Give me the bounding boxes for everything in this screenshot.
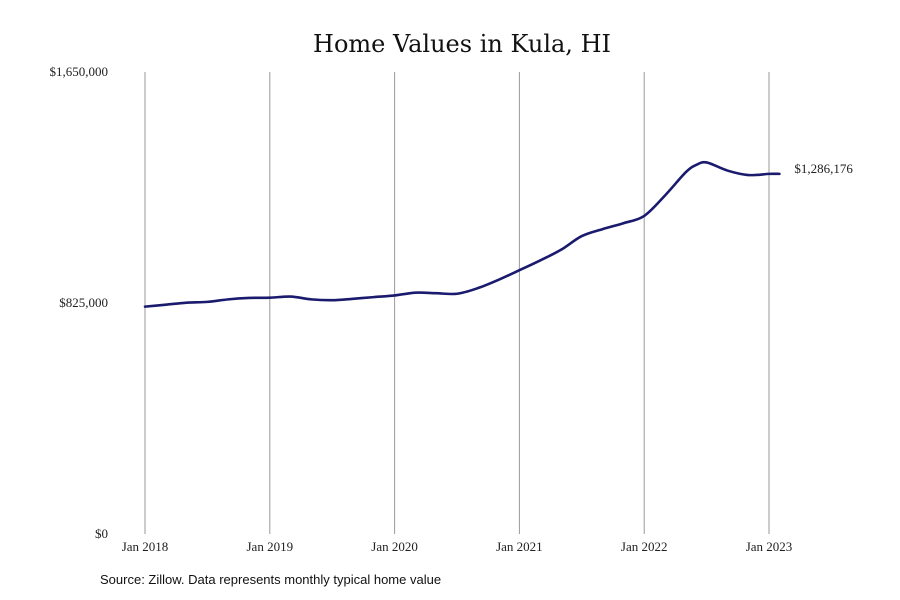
series-line-home-value <box>143 160 781 308</box>
vertical-gridlines <box>144 72 770 534</box>
y-tick-label: $1,650,000 <box>50 64 109 79</box>
x-tick-label: Jan 2019 <box>247 539 294 554</box>
chart-title: Home Values in Kula, HI <box>313 30 611 58</box>
x-tick-label: Jan 2020 <box>371 539 418 554</box>
x-axis-ticks: Jan 2018 Jan 2019 Jan 2020 Jan 2021 Jan 2022… <box>122 539 793 554</box>
source-note: Source: Zillow. Data represents monthly … <box>100 572 442 587</box>
x-tick-label: Jan 2023 <box>746 539 793 554</box>
y-axis-ticks: $0 $825,000 $1,650,000 <box>50 64 109 541</box>
y-tick-label: $825,000 <box>59 295 108 310</box>
end-value-label: $1,286,176 <box>794 161 853 176</box>
x-tick-label: Jan 2022 <box>621 539 668 554</box>
y-tick-label: $0 <box>95 526 108 541</box>
x-tick-label: Jan 2021 <box>496 539 543 554</box>
x-tick-label: Jan 2018 <box>122 539 169 554</box>
